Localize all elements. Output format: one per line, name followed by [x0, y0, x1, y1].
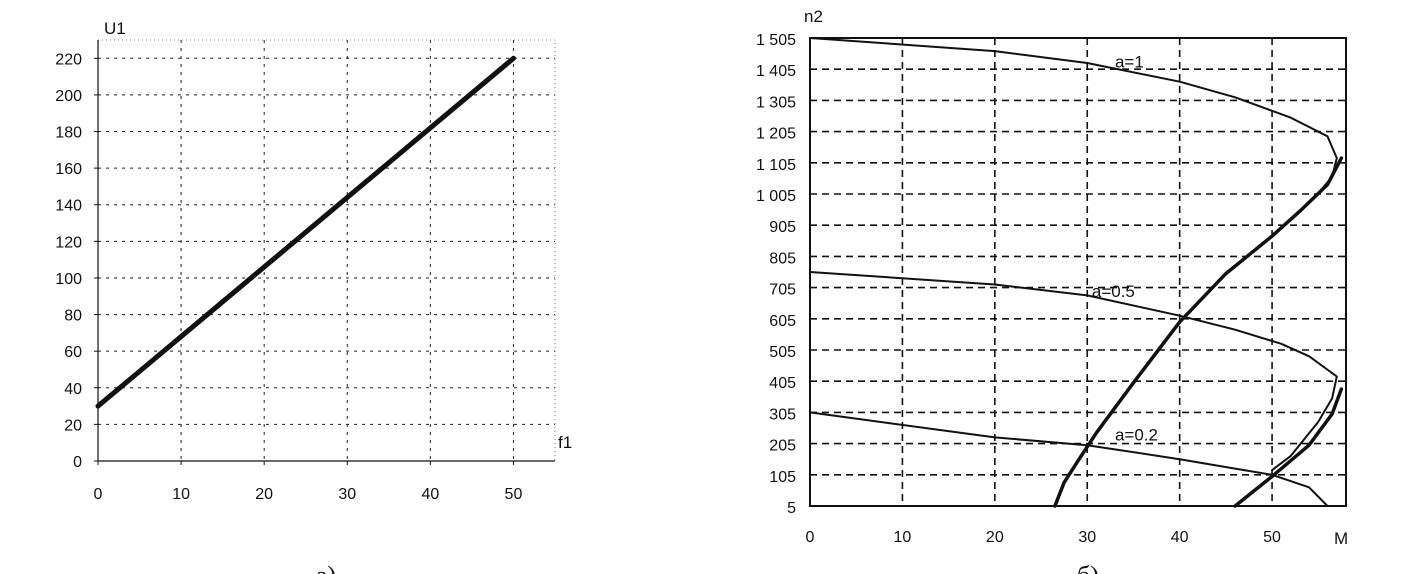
y-tick-label: 5	[787, 500, 796, 517]
x-tick-label: 20	[255, 486, 273, 503]
chart-b-speed-torque: 5 105 205 305 405 505 605 705 805 905 1 005 1 105 1 …	[756, 7, 1348, 574]
curve-annotation: a=1	[1115, 53, 1144, 72]
x-tick-label: 40	[1171, 529, 1189, 546]
x-tick-label: 10	[894, 529, 912, 546]
y-tick-label: 180	[55, 125, 82, 142]
y-tick-label: 1 305	[756, 94, 796, 111]
y-axis-label: n2	[804, 7, 823, 26]
curve-annotation: a=0.5	[1092, 282, 1135, 301]
y-tick-label: 405	[769, 375, 796, 392]
y-tick-label: 105	[769, 469, 796, 486]
y-tick-label: 200	[55, 88, 82, 105]
x-tick-label: 10	[172, 486, 190, 503]
chart-a-voltage-frequency: 0 20 40 60 80 100 120 140 160 180 200 220 0 10 20 30 40 5…	[55, 19, 572, 574]
curve-a=1	[809, 37, 1338, 222]
y-tick-label: 0	[73, 454, 82, 471]
y-tick-label: 905	[769, 219, 796, 236]
y-tick-label: 100	[55, 271, 82, 288]
x-tick-label: 0	[94, 486, 103, 503]
y-tick-label: 60	[64, 344, 82, 361]
x-axis-label: f1	[558, 433, 572, 452]
curve-a=0.2	[809, 411, 1329, 507]
panel-caption: а)	[316, 561, 336, 574]
y-tick-label: 1 105	[756, 157, 796, 174]
y-tick-label: 705	[769, 282, 796, 299]
y-tick-label: 80	[64, 308, 82, 325]
x-tick-label: 0	[806, 529, 815, 546]
plot-frame	[97, 39, 556, 462]
curve-a=0.5	[809, 271, 1338, 472]
x-tick-label: 30	[338, 486, 356, 503]
y-tick-label: 505	[769, 344, 796, 361]
x-tick-label: 50	[1263, 529, 1281, 546]
y-tick-label: 40	[64, 381, 82, 398]
y-tick-label: 1 405	[756, 63, 796, 80]
y-tick-label: 220	[55, 51, 82, 68]
y-tick-label: 305	[769, 406, 796, 423]
y-tick-label: 160	[55, 161, 82, 178]
y-tick-label: 805	[769, 250, 796, 267]
x-tick-label: 30	[1078, 529, 1096, 546]
y-tick-label: 205	[769, 438, 796, 455]
x-tick-label: 20	[986, 529, 1004, 546]
y-tick-label: 605	[769, 313, 796, 330]
y-axis-label: U1	[104, 19, 126, 38]
y-tick-label: 1 205	[756, 126, 796, 143]
y-tick-label: 140	[55, 198, 82, 215]
y-tick-label: 1 505	[756, 32, 796, 49]
load-curve-3	[1053, 156, 1344, 508]
panel-caption: б)	[1077, 561, 1099, 574]
series-line	[95, 55, 516, 409]
load-curve-4	[1233, 387, 1344, 508]
curve-annotation: a=0.2	[1115, 425, 1158, 444]
x-tick-label: 50	[505, 486, 523, 503]
y-tick-label: 1 005	[756, 188, 796, 205]
x-tick-label: 40	[421, 486, 439, 503]
y-tick-label: 20	[64, 417, 82, 434]
y-tick-label: 120	[55, 234, 82, 251]
x-axis-label: M	[1334, 529, 1348, 548]
